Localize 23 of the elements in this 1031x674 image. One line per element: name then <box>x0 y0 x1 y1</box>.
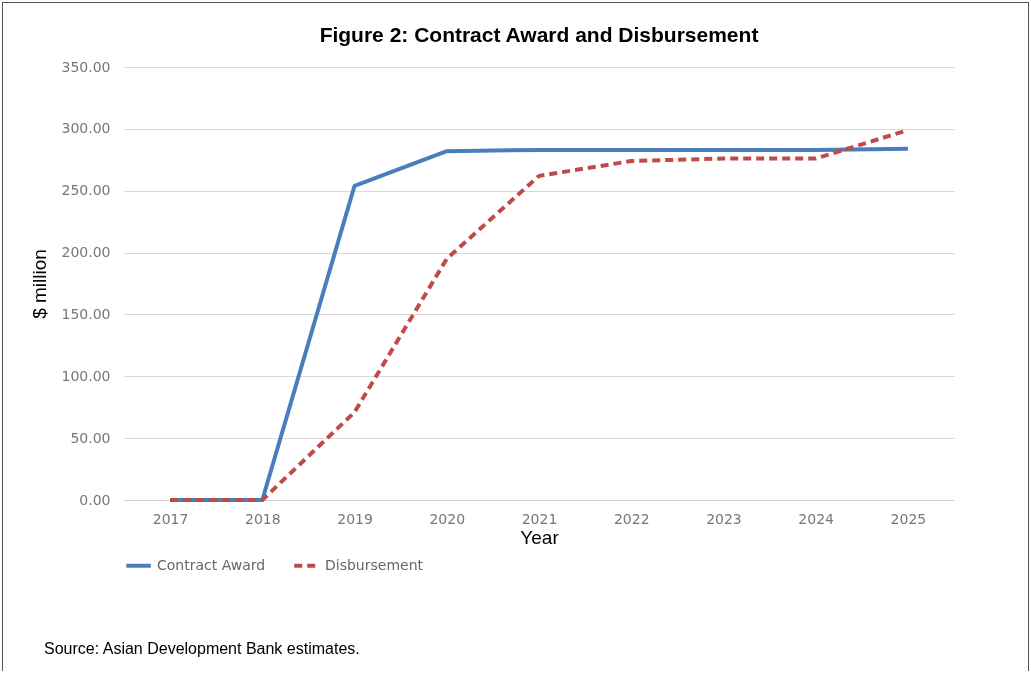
x-tick-label: 2025 <box>890 510 927 527</box>
y-axis-title: $ million <box>28 249 50 319</box>
y-tick-label: 250.00 <box>61 182 111 199</box>
y-tick-label: 0.00 <box>79 491 111 508</box>
x-tick-label: 2018 <box>245 510 281 527</box>
y-tick-label: 50.00 <box>70 429 111 446</box>
x-axis-title: Year <box>520 526 560 548</box>
source-note: Source: Asian Development Bank estimates. <box>44 640 360 658</box>
legend-label: Disbursement <box>325 556 424 573</box>
y-tick-label: 150.00 <box>61 305 111 322</box>
y-tick-label: 100.00 <box>61 367 111 384</box>
x-tick-label: 2024 <box>798 510 835 527</box>
y-tick-label: 350.00 <box>61 58 111 75</box>
y-tick-label: 200.00 <box>61 244 111 261</box>
x-tick-label: 2021 <box>521 510 558 527</box>
y-tick-label: 300.00 <box>61 120 111 137</box>
x-tick-label: 2019 <box>337 510 373 527</box>
chart-title: Figure 2: Contract Award and Disbursement <box>319 23 759 46</box>
x-tick-label: 2022 <box>613 510 650 527</box>
x-tick-label: 2020 <box>429 510 466 527</box>
x-tick-label: 2017 <box>152 510 189 527</box>
x-tick-label: 2023 <box>706 510 742 527</box>
legend-label: Contract Award <box>157 556 266 573</box>
